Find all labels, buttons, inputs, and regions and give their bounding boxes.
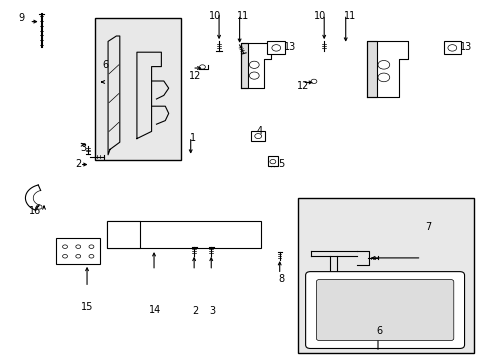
FancyBboxPatch shape (316, 279, 453, 341)
Text: 13: 13 (459, 42, 471, 52)
Text: 11: 11 (237, 11, 249, 21)
Text: 3: 3 (80, 143, 86, 153)
Bar (267, 41, 285, 54)
Bar (443, 41, 460, 54)
Bar (366, 41, 376, 97)
Text: 7: 7 (425, 222, 431, 232)
Text: 2: 2 (75, 159, 81, 169)
Bar (267, 156, 277, 166)
Text: 12: 12 (296, 81, 309, 91)
Text: 3: 3 (209, 306, 215, 316)
Bar (251, 131, 264, 141)
Text: 4: 4 (256, 126, 262, 136)
Bar (240, 43, 247, 88)
Text: 12: 12 (189, 71, 202, 81)
Bar (95, 18, 181, 160)
Text: 15: 15 (81, 302, 93, 312)
Text: 8: 8 (278, 274, 284, 284)
Text: 11: 11 (343, 11, 355, 21)
Text: 10: 10 (313, 11, 326, 21)
Bar (106, 221, 140, 248)
Bar (106, 221, 140, 248)
Text: 5: 5 (278, 159, 284, 169)
Text: 6: 6 (375, 326, 381, 336)
Text: 6: 6 (102, 60, 108, 70)
Text: 16: 16 (29, 206, 41, 216)
FancyBboxPatch shape (305, 271, 464, 348)
Text: 9: 9 (18, 13, 24, 23)
Text: 2: 2 (192, 306, 198, 316)
Bar (298, 198, 473, 353)
Text: 14: 14 (149, 305, 162, 315)
Bar (106, 221, 260, 248)
Bar (56, 238, 100, 264)
Text: 13: 13 (283, 42, 295, 52)
Text: 1: 1 (190, 132, 196, 143)
Text: 10: 10 (208, 11, 221, 21)
